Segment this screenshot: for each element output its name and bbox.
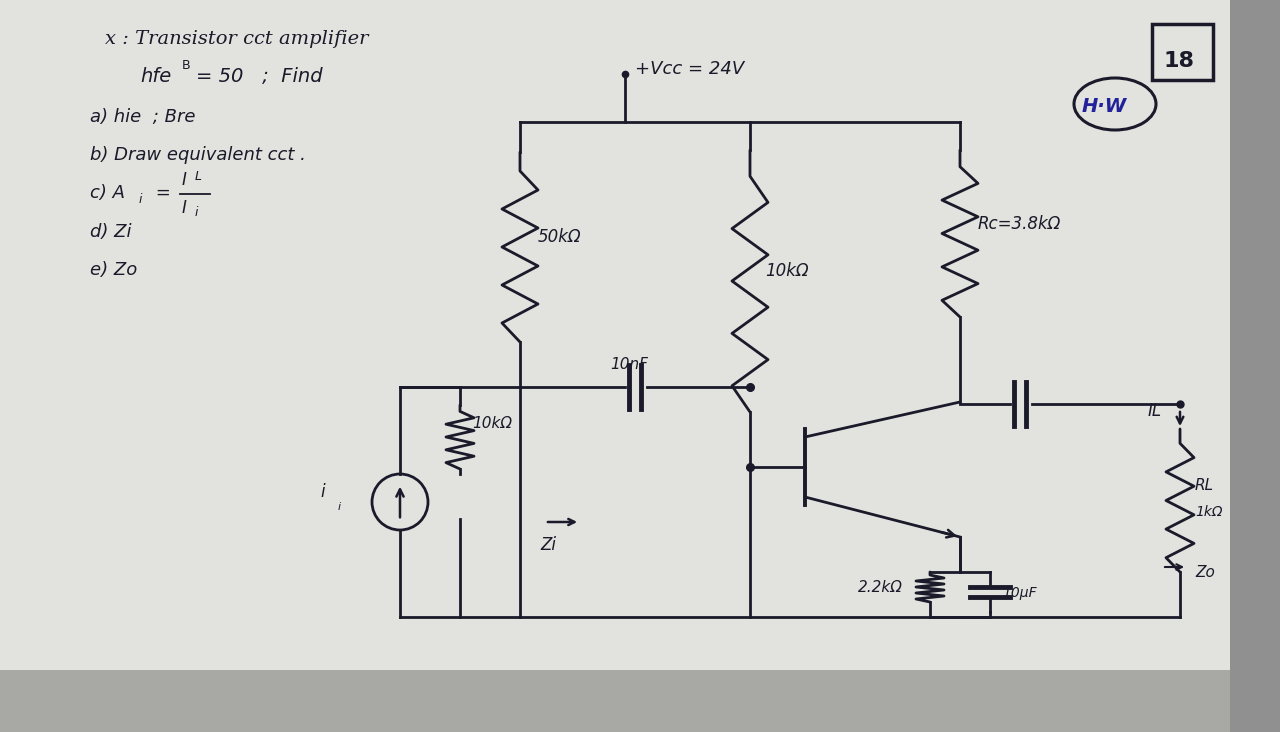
- Bar: [0, 670, 1280, 732]
- Text: c) A: c) A: [90, 184, 125, 202]
- Text: = 50   ;  Find: = 50 ; Find: [196, 67, 323, 86]
- Text: i: i: [320, 483, 325, 501]
- Text: i: i: [195, 206, 198, 219]
- Text: 18: 18: [1164, 51, 1196, 71]
- Text: 50kΩ: 50kΩ: [538, 228, 581, 246]
- Text: Zi: Zi: [540, 536, 556, 554]
- Text: B: B: [182, 59, 191, 72]
- Text: b) Draw equivalent cct .: b) Draw equivalent cct .: [90, 146, 306, 164]
- Text: IL: IL: [1148, 402, 1162, 420]
- Text: a) hie  ; Bre: a) hie ; Bre: [90, 108, 196, 126]
- Text: 10kΩ: 10kΩ: [765, 262, 809, 280]
- Text: i: i: [338, 502, 342, 512]
- Text: +Vcc = 24V: +Vcc = 24V: [635, 60, 744, 78]
- Text: x : Transistor cct amplifier: x : Transistor cct amplifier: [105, 30, 369, 48]
- Text: 10μF: 10μF: [1002, 586, 1037, 600]
- Text: RL: RL: [1196, 479, 1215, 493]
- Text: =: =: [150, 184, 177, 202]
- Text: 2.2kΩ: 2.2kΩ: [858, 580, 902, 595]
- Bar: [1230, 0, 1280, 732]
- Text: i: i: [140, 193, 142, 206]
- Text: H·W: H·W: [1082, 97, 1128, 116]
- Text: e) Zo: e) Zo: [90, 261, 137, 279]
- Text: L: L: [195, 170, 202, 183]
- Text: I: I: [182, 199, 187, 217]
- Text: Zo: Zo: [1196, 565, 1215, 580]
- Text: Rc=3.8kΩ: Rc=3.8kΩ: [978, 214, 1061, 233]
- Text: d) Zi: d) Zi: [90, 223, 132, 241]
- Text: 1kΩ: 1kΩ: [1196, 504, 1222, 518]
- Text: 10nF: 10nF: [611, 357, 648, 372]
- Text: hfe: hfe: [140, 67, 172, 86]
- Text: I: I: [182, 171, 187, 189]
- Text: 10kΩ: 10kΩ: [472, 416, 512, 431]
